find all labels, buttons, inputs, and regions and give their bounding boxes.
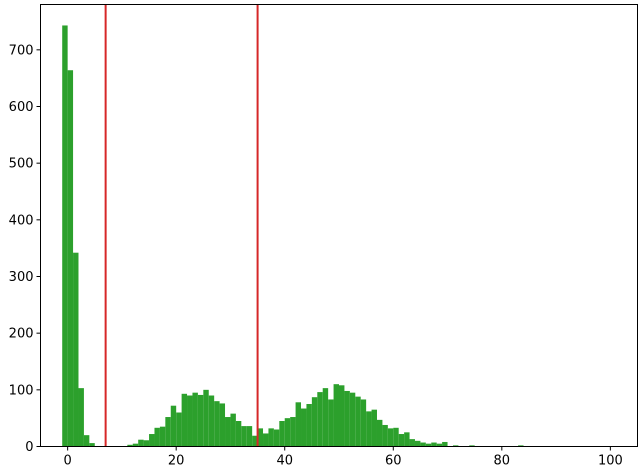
y-tick-label: 400 bbox=[9, 213, 34, 228]
x-axis-ticks: 0 20 40 60 80 100 bbox=[63, 446, 623, 469]
histogram-bar bbox=[219, 403, 226, 447]
histogram-bar bbox=[187, 395, 193, 447]
histogram-bar bbox=[67, 70, 74, 447]
histogram-bar bbox=[393, 427, 399, 447]
histogram-bar bbox=[306, 404, 312, 447]
histogram-bar bbox=[252, 435, 258, 447]
y-tick-label: 200 bbox=[9, 327, 34, 342]
histogram-bar bbox=[355, 396, 361, 447]
histogram-bar bbox=[317, 392, 323, 447]
histogram-bar bbox=[246, 426, 253, 447]
histogram-bar bbox=[376, 419, 383, 447]
histogram-bar bbox=[279, 421, 285, 447]
histogram-bar bbox=[409, 439, 415, 447]
histogram-bar bbox=[214, 401, 220, 447]
histogram-bar bbox=[208, 395, 215, 447]
histogram-bar bbox=[322, 388, 329, 447]
histogram-bar bbox=[143, 440, 150, 447]
histogram-bar bbox=[273, 429, 280, 447]
histogram-bar bbox=[89, 443, 95, 447]
x-tick-label: 80 bbox=[494, 454, 511, 469]
histogram-bar bbox=[349, 392, 356, 447]
y-axis-ticks: 0 100 200 300 400 500 600 700 bbox=[9, 43, 41, 455]
histogram-bar bbox=[371, 409, 377, 447]
histogram-bar bbox=[62, 25, 68, 447]
histogram-bar bbox=[518, 445, 524, 447]
histogram-bar bbox=[154, 427, 160, 447]
bar-group bbox=[62, 25, 524, 447]
histogram-bar bbox=[382, 424, 388, 447]
histogram-bar bbox=[469, 445, 475, 447]
histogram-bar bbox=[442, 441, 448, 447]
histogram-bar bbox=[73, 252, 79, 447]
histogram-bar bbox=[398, 434, 405, 447]
histogram-bar bbox=[132, 443, 139, 447]
histogram-bar bbox=[127, 444, 133, 447]
histogram-bar bbox=[425, 443, 432, 447]
histogram-bar bbox=[436, 443, 443, 447]
histogram-bar bbox=[344, 390, 350, 447]
y-tick-label: 0 bbox=[25, 440, 33, 455]
histogram-bar bbox=[197, 394, 204, 447]
histogram-bar bbox=[225, 417, 231, 447]
histogram-bar bbox=[452, 445, 459, 447]
histogram-bar bbox=[420, 442, 426, 447]
histogram-bar bbox=[333, 384, 339, 447]
histogram-bar bbox=[159, 426, 166, 447]
histogram-bar bbox=[263, 433, 269, 447]
histogram-bar bbox=[360, 399, 367, 447]
x-tick-label: 0 bbox=[63, 454, 71, 469]
histogram-bar bbox=[431, 442, 437, 447]
histogram-bar bbox=[241, 426, 247, 447]
histogram-bar bbox=[149, 434, 155, 447]
vertical-line-group bbox=[104, 4, 259, 447]
y-tick-label: 100 bbox=[9, 383, 34, 398]
x-tick-label: 60 bbox=[385, 454, 402, 469]
histogram-bar bbox=[268, 428, 274, 447]
y-tick-label: 300 bbox=[9, 270, 34, 285]
histogram-bar bbox=[328, 399, 334, 447]
y-tick-label: 500 bbox=[9, 157, 34, 172]
histogram-bar bbox=[192, 392, 198, 447]
histogram-bar bbox=[203, 389, 209, 447]
histogram-bar bbox=[290, 417, 296, 447]
histogram-bar bbox=[170, 405, 177, 447]
histogram-bar bbox=[257, 428, 264, 447]
histogram-bar bbox=[295, 402, 302, 447]
histogram-bar bbox=[230, 413, 236, 447]
histogram-bar bbox=[235, 421, 242, 447]
plot-frame bbox=[40, 4, 638, 447]
histogram-bar bbox=[301, 408, 307, 447]
y-tick-label: 600 bbox=[9, 100, 34, 115]
histogram-bar bbox=[181, 393, 188, 447]
x-tick-label: 40 bbox=[276, 454, 293, 469]
histogram-bar bbox=[83, 435, 90, 447]
histogram-bar bbox=[176, 412, 182, 447]
histogram-bar bbox=[387, 428, 394, 447]
histogram-bar bbox=[284, 418, 291, 447]
histogram-bar bbox=[414, 440, 421, 447]
histogram-bar bbox=[404, 432, 410, 447]
histogram-bar bbox=[339, 385, 345, 447]
x-tick-label: 100 bbox=[598, 454, 623, 469]
histogram-bar bbox=[138, 439, 144, 447]
histogram-bar bbox=[311, 397, 318, 447]
x-tick-label: 20 bbox=[168, 454, 185, 469]
y-tick-label: 700 bbox=[9, 43, 34, 58]
histogram-bar bbox=[165, 417, 171, 447]
histogram-bar bbox=[366, 411, 372, 447]
histogram-bar bbox=[78, 388, 84, 447]
